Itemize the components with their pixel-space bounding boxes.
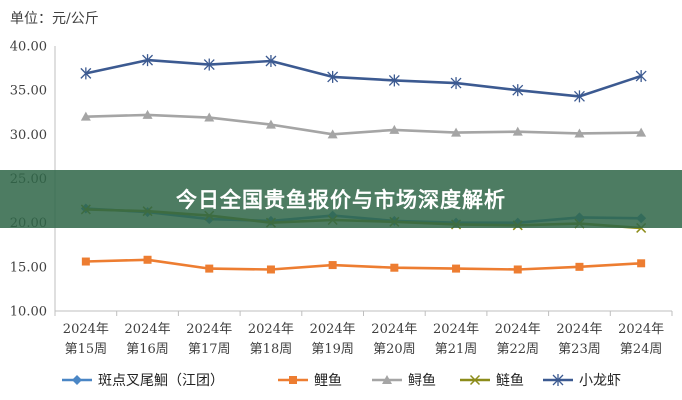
legend-label: 鲢鱼: [496, 372, 524, 389]
series-5: [80, 54, 647, 103]
x-tick-label-year: 2024年: [433, 322, 479, 337]
legend: 斑点叉尾鮰（江团） 鲤鱼 鲟鱼 鲢鱼 小龙虾: [62, 372, 621, 389]
legend-item: 鲤鱼: [278, 372, 342, 389]
data-point: [451, 127, 462, 137]
unit-label: 单位：元/公斤: [10, 11, 99, 27]
data-point: [204, 112, 215, 122]
data-point: [205, 264, 214, 273]
x-tick-label-week: 第20周: [373, 342, 416, 357]
series-line: [85, 58, 642, 98]
data-point: [575, 262, 584, 271]
data-point: [142, 109, 153, 119]
data-point: [142, 54, 154, 67]
data-point: [80, 111, 91, 121]
data-point: [389, 124, 400, 134]
data-point: [143, 255, 152, 264]
legend-marker: [289, 376, 297, 384]
data-point: [327, 70, 339, 83]
x-tick-label-week: 第16周: [126, 342, 169, 357]
data-point: [636, 127, 647, 137]
legend-label: 小龙虾: [579, 373, 621, 389]
data-point: [203, 58, 215, 71]
x-tick-label-week: 第24周: [620, 342, 663, 357]
data-point: [327, 129, 338, 139]
data-point: [266, 265, 275, 274]
data-point: [512, 126, 523, 136]
x-tick-label-week: 第19周: [311, 342, 354, 357]
data-point: [637, 259, 646, 268]
y-tick-label: 15.00: [10, 260, 47, 275]
series-3: [80, 109, 647, 139]
data-point: [635, 70, 647, 83]
x-tick-label-year: 2024年: [371, 322, 417, 337]
series-2: [81, 255, 646, 274]
data-point: [512, 84, 524, 97]
x-tick-label-year: 2024年: [310, 322, 356, 337]
overlay-title: 今日全国贵鱼报价与市场深度解析: [176, 188, 506, 212]
x-tick-label-week: 第17周: [188, 342, 231, 357]
x-tick-label-week: 第23周: [558, 342, 601, 357]
data-point: [574, 128, 585, 138]
data-point: [328, 261, 337, 270]
y-tick-label: 10.00: [10, 305, 47, 320]
legend-marker: [552, 374, 564, 386]
title-banner: 今日全国贵鱼报价与市场深度解析: [0, 170, 682, 228]
x-tick-label-week: 第21周: [435, 342, 478, 357]
x-tick-label-year: 2024年: [495, 322, 541, 337]
x-tick-label-year: 2024年: [63, 322, 109, 337]
legend-item: 斑点叉尾鮰（江团）: [62, 373, 224, 389]
data-point: [80, 67, 92, 80]
x-tick-label-year: 2024年: [186, 322, 232, 337]
series-layer: [80, 54, 647, 274]
legend-marker: [72, 375, 82, 385]
legend-item: 鲢鱼: [460, 372, 524, 389]
legend-label: 鲤鱼: [314, 372, 342, 389]
x-tick-label-year: 2024年: [556, 322, 602, 337]
legend-marker: [469, 374, 481, 386]
x-tick-label-year: 2024年: [248, 322, 294, 337]
x-tick-label-week: 第18周: [250, 342, 293, 357]
data-point: [452, 264, 461, 273]
x-tick-label-week: 第15周: [65, 342, 108, 357]
series-line: [85, 113, 642, 136]
legend-marker: [382, 375, 392, 384]
y-tick-label: 35.00: [10, 84, 47, 99]
data-point: [388, 74, 400, 87]
data-point: [450, 77, 462, 90]
series-line: [85, 258, 642, 271]
data-point: [513, 265, 522, 274]
y-tick-label: 40.00: [10, 40, 47, 55]
y-tick-label: 30.00: [10, 128, 47, 143]
legend-label: 鲟鱼: [408, 372, 436, 389]
legend-item: 鲟鱼: [372, 372, 436, 389]
data-point: [573, 90, 585, 103]
data-point: [265, 55, 277, 68]
data-point: [81, 257, 90, 266]
legend-label: 斑点叉尾鮰（江团）: [98, 373, 224, 389]
x-tick-label-week: 第22周: [496, 342, 539, 357]
x-tick-label-year: 2024年: [618, 322, 664, 337]
data-point: [390, 263, 399, 272]
data-point: [265, 119, 276, 129]
x-tick-label-year: 2024年: [125, 322, 171, 337]
legend-item: 小龙虾: [543, 373, 621, 389]
